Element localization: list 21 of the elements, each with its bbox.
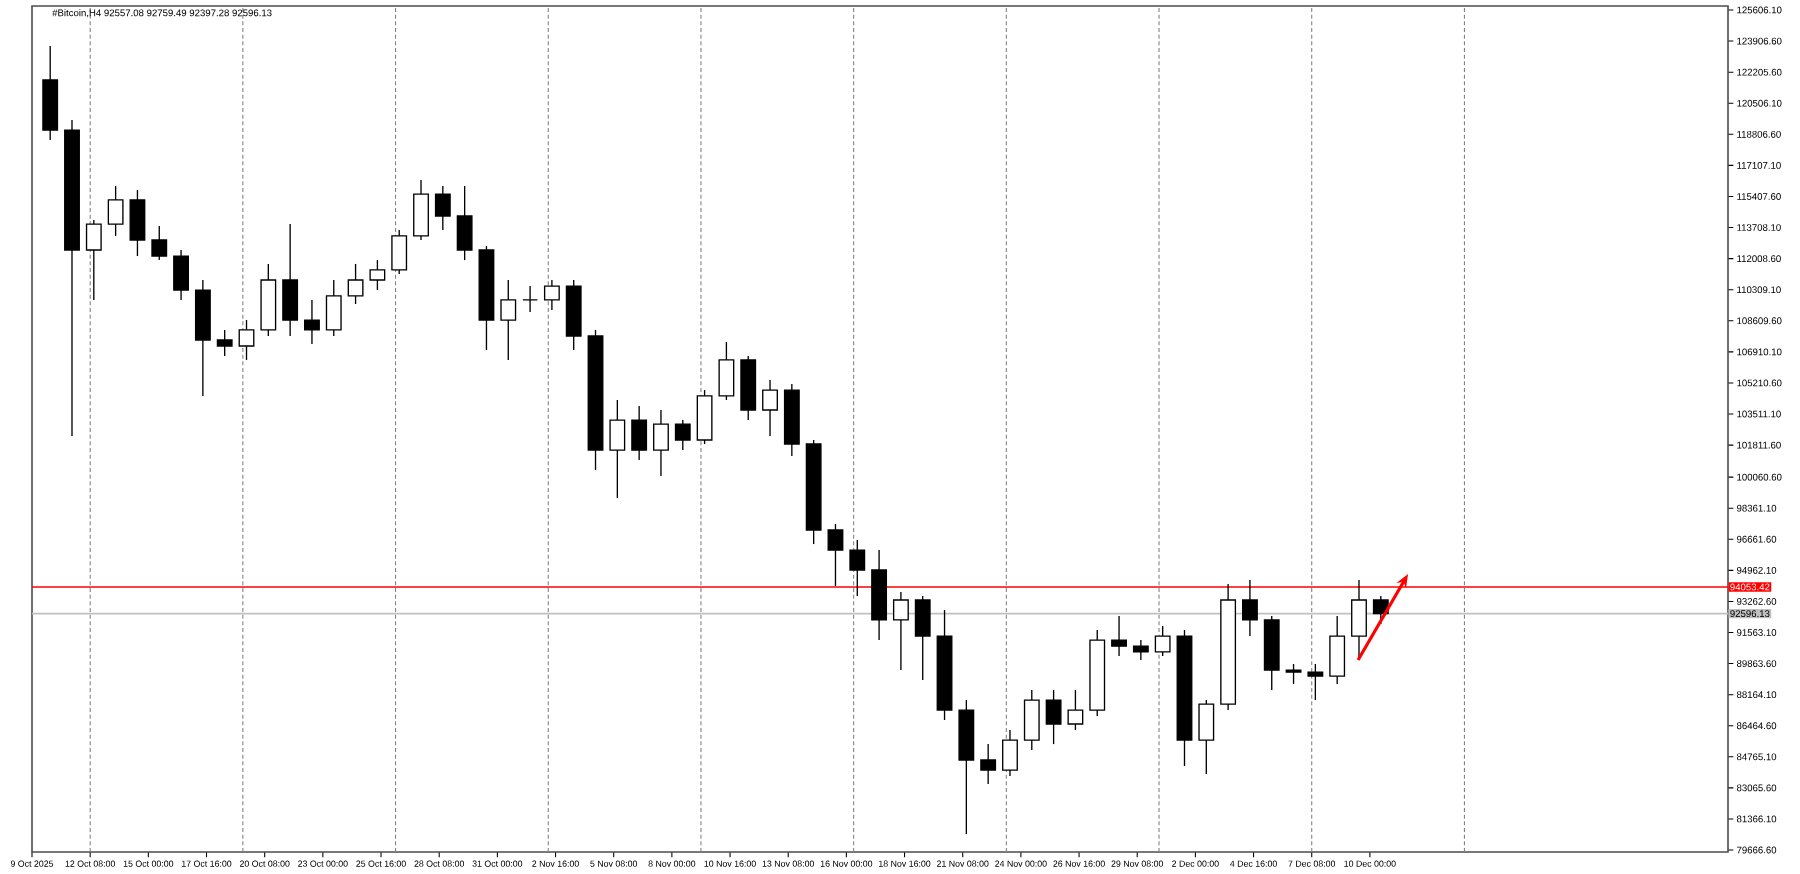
candlestick bbox=[653, 409, 669, 477]
candlestick bbox=[522, 285, 539, 313]
candlestick bbox=[1111, 615, 1127, 657]
candlestick bbox=[783, 383, 800, 457]
candlestick bbox=[500, 279, 517, 361]
candlestick bbox=[1132, 639, 1149, 661]
candlestick bbox=[64, 119, 80, 437]
candlestick bbox=[631, 405, 648, 461]
candlestick bbox=[543, 279, 560, 311]
candlestick bbox=[173, 249, 190, 301]
candlestick bbox=[762, 379, 778, 437]
candlestick bbox=[413, 179, 429, 241]
candlestick bbox=[282, 223, 299, 337]
candlestick bbox=[1241, 579, 1258, 637]
candlestick bbox=[609, 399, 626, 499]
candlestick bbox=[871, 549, 888, 641]
candlestick bbox=[304, 299, 320, 345]
candlestick bbox=[194, 279, 211, 397]
candlestick bbox=[1002, 729, 1018, 777]
candlestick bbox=[892, 591, 909, 671]
candlestick bbox=[1220, 583, 1237, 711]
